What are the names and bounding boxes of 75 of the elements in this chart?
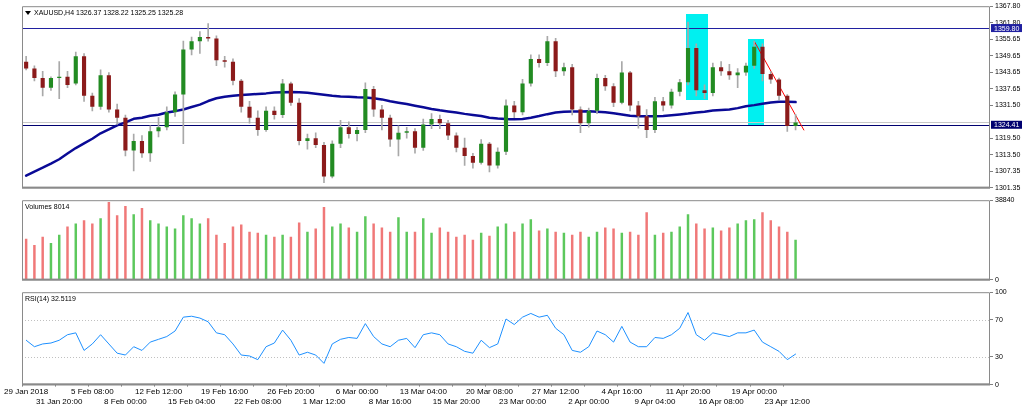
bar <box>488 235 491 280</box>
bar <box>397 217 400 280</box>
bar <box>455 236 458 280</box>
bar <box>223 242 226 280</box>
bar <box>670 231 673 280</box>
x-tick-label: 5 Feb 08:00 <box>70 387 115 397</box>
x-tick-label: 16 Apr 08:00 <box>698 396 745 406</box>
x-tick-label: 20 Mar 08:00 <box>465 387 514 397</box>
bar <box>513 231 516 280</box>
bar <box>339 223 342 280</box>
bar <box>736 223 739 280</box>
bar <box>372 223 375 280</box>
x-tick-label: 27 Mar 12:00 <box>532 387 580 397</box>
bar <box>430 232 433 280</box>
bar <box>521 223 524 280</box>
x-tick-label: 2 Apr 00:00 <box>568 396 610 406</box>
bar <box>546 228 549 280</box>
bar <box>190 218 193 280</box>
bar <box>124 206 127 280</box>
x-tick-label: 23 Apr 12:00 <box>764 396 811 406</box>
bar <box>248 231 251 280</box>
x-tick-label: 15 Feb 04:00 <box>168 396 216 406</box>
candlestick <box>131 133 136 172</box>
x-tick-label: 8 Feb 00:00 <box>104 396 148 406</box>
bar <box>761 212 764 280</box>
candlestick <box>404 126 409 139</box>
bar <box>306 231 309 280</box>
bar <box>314 228 317 280</box>
bar <box>33 244 36 280</box>
bar <box>587 236 590 280</box>
bar <box>132 214 135 280</box>
bar <box>463 234 466 280</box>
x-tick-label: 22 Feb 08:00 <box>234 396 282 406</box>
bar <box>728 227 731 280</box>
bar <box>637 234 640 280</box>
bar <box>41 236 44 280</box>
x-tick-label: 4 Apr 16:00 <box>601 387 643 397</box>
x-tick-label: 6 Mar 00:00 <box>335 387 379 397</box>
x-tick-label: 23 Mar 00:00 <box>498 396 547 406</box>
x-tick-label: 11 Apr 20:00 <box>665 387 711 397</box>
x-tick-label: 12 Feb 12:00 <box>134 387 183 397</box>
x-tick-label: 26 Feb 20:00 <box>267 387 316 397</box>
bar <box>786 231 789 280</box>
x-tick-label: 13 Mar 04:00 <box>399 387 448 397</box>
bar <box>604 227 607 280</box>
bar <box>554 231 557 280</box>
bar <box>364 216 367 280</box>
bar <box>695 223 698 280</box>
bar <box>405 231 408 280</box>
bar <box>273 236 276 280</box>
bar <box>422 218 425 280</box>
bar <box>496 226 499 280</box>
candlestick <box>222 55 227 68</box>
candlestick <box>719 61 724 76</box>
x-tick-label: 31 Jan 20:00 <box>36 396 83 406</box>
x-tick-label: 19 Feb 16:00 <box>201 387 249 397</box>
bar <box>99 218 102 280</box>
bar <box>794 239 797 280</box>
x-tick-label: 8 Mar 16:00 <box>368 396 413 406</box>
bar <box>66 226 69 280</box>
x-tick-label: 19 Apr 00:00 <box>731 387 778 397</box>
bar <box>281 234 284 280</box>
bar <box>579 231 582 280</box>
x-tick-label: 1 Mar 12:00 <box>302 396 346 406</box>
candlestick <box>197 31 202 54</box>
bar <box>157 223 160 280</box>
bar <box>612 228 615 280</box>
x-tick-label: 29 Jan 2018 <box>4 387 49 397</box>
bar <box>182 215 185 280</box>
x-tick-label: 15 Mar 20:00 <box>432 396 481 406</box>
bar <box>645 212 648 280</box>
bar <box>215 234 218 280</box>
bar <box>91 223 94 280</box>
x-tick-label: 9 Apr 04:00 <box>634 396 676 406</box>
bar <box>703 228 706 280</box>
